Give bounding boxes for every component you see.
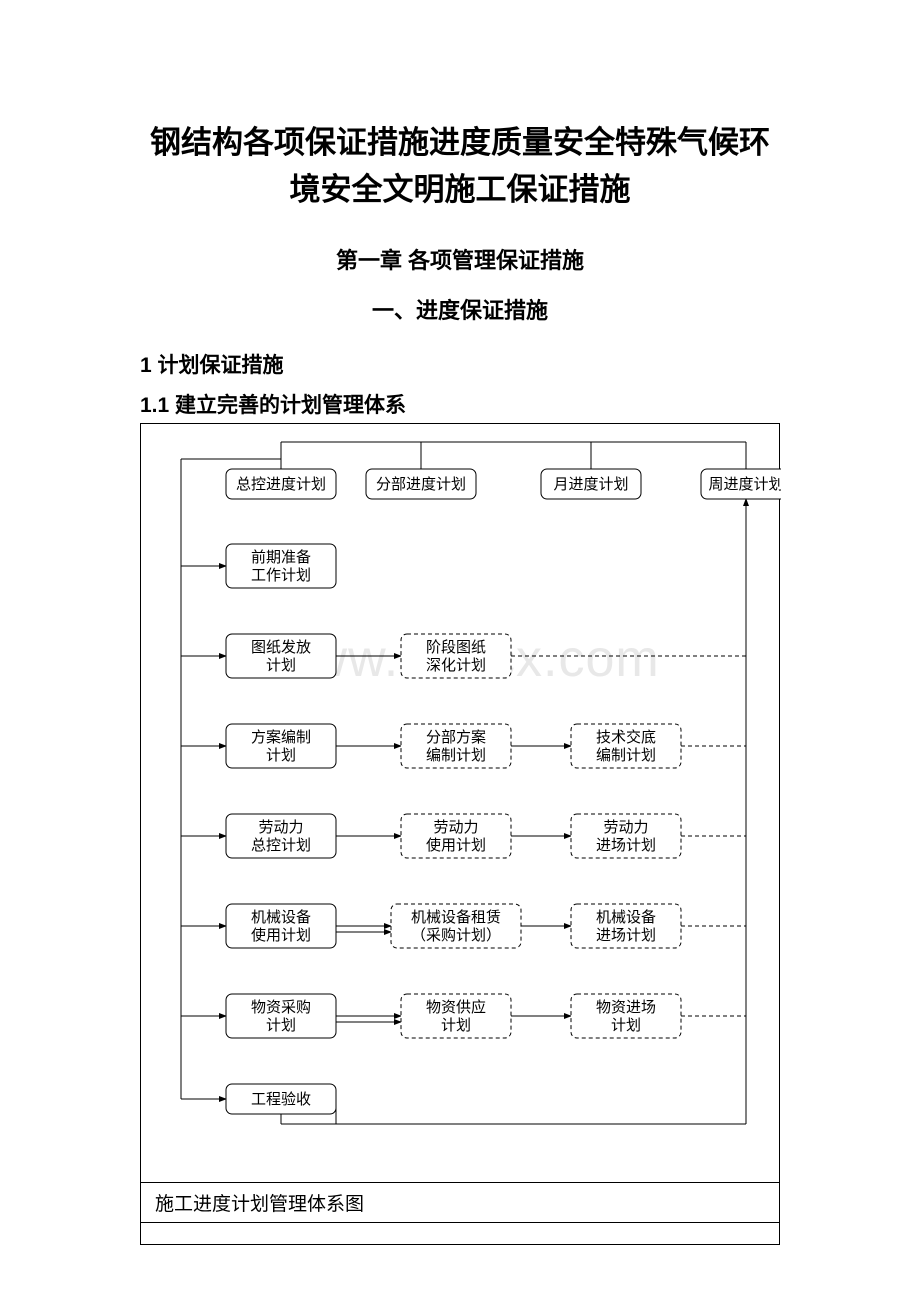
svg-text:技术交底: 技术交底 bbox=[596, 728, 656, 746]
title-line-1: 钢结构各项保证措施进度质量安全特殊气候环 bbox=[150, 125, 770, 160]
svg-text:方案编制: 方案编制 bbox=[251, 728, 311, 746]
svg-text:机械设备: 机械设备 bbox=[251, 909, 311, 926]
svg-text:计划: 计划 bbox=[441, 1017, 471, 1034]
svg-text:计划: 计划 bbox=[266, 1017, 296, 1034]
svg-text:（采购计划）: （采购计划） bbox=[411, 927, 501, 944]
svg-text:使用计划: 使用计划 bbox=[251, 927, 311, 944]
section-heading-1: 一、进度保证措施 bbox=[140, 293, 780, 325]
svg-text:物资进场: 物资进场 bbox=[596, 999, 656, 1016]
heading-1-1: 1.1 建立完善的计划管理体系 bbox=[140, 389, 780, 419]
svg-text:编制计划: 编制计划 bbox=[596, 747, 656, 764]
svg-text:进场计划: 进场计划 bbox=[596, 837, 656, 854]
chapter-heading: 第一章 各项管理保证措施 bbox=[140, 243, 780, 275]
svg-text:工作计划: 工作计划 bbox=[251, 567, 311, 584]
svg-text:图纸发放: 图纸发放 bbox=[251, 639, 311, 656]
svg-text:计划: 计划 bbox=[266, 747, 296, 764]
flowchart-svg: 总控进度计划分部进度计划月进度计划周进度计划前期准备工作计划图纸发放计划阶段图纸… bbox=[141, 424, 781, 1184]
svg-text:阶段图纸: 阶段图纸 bbox=[426, 639, 486, 656]
svg-text:工程验收: 工程验收 bbox=[251, 1091, 311, 1108]
svg-text:月进度计划: 月进度计划 bbox=[553, 476, 628, 493]
svg-text:分部进度计划: 分部进度计划 bbox=[376, 476, 466, 493]
svg-text:物资供应: 物资供应 bbox=[426, 998, 486, 1016]
svg-text:编制计划: 编制计划 bbox=[426, 747, 486, 764]
svg-text:劳动力: 劳动力 bbox=[603, 819, 648, 836]
svg-text:计划: 计划 bbox=[266, 657, 296, 674]
svg-text:计划: 计划 bbox=[611, 1017, 641, 1034]
svg-text:劳动力: 劳动力 bbox=[258, 819, 303, 836]
svg-text:物资采购: 物资采购 bbox=[251, 999, 311, 1016]
document-title: 钢结构各项保证措施进度质量安全特殊气候环 境安全文明施工保证措施 bbox=[140, 120, 780, 213]
svg-text:使用计划: 使用计划 bbox=[426, 837, 486, 854]
svg-text:劳动力: 劳动力 bbox=[433, 819, 478, 836]
svg-text:进场计划: 进场计划 bbox=[596, 927, 656, 944]
svg-text:总控进度计划: 总控进度计划 bbox=[236, 476, 326, 493]
svg-text:机械设备租赁: 机械设备租赁 bbox=[411, 909, 501, 926]
svg-text:总控计划: 总控计划 bbox=[251, 837, 311, 854]
flowchart-container: www.bdocx.com 总控进度计划分部进度计划月进度计划周进度计划前期准备… bbox=[140, 423, 780, 1183]
heading-1: 1 计划保证措施 bbox=[140, 349, 780, 379]
diagram-footer-row bbox=[140, 1223, 780, 1245]
svg-text:周进度计划: 周进度计划 bbox=[708, 476, 781, 493]
title-line-2: 境安全文明施工保证措施 bbox=[290, 172, 631, 207]
diagram-caption: 施工进度计划管理体系图 bbox=[140, 1183, 780, 1223]
document-page: 钢结构各项保证措施进度质量安全特殊气候环 境安全文明施工保证措施 第一章 各项管… bbox=[0, 0, 920, 1302]
svg-text:分部方案: 分部方案 bbox=[426, 728, 486, 746]
svg-text:深化计划: 深化计划 bbox=[426, 657, 486, 674]
svg-text:机械设备: 机械设备 bbox=[596, 909, 656, 926]
svg-text:前期准备: 前期准备 bbox=[251, 549, 311, 566]
